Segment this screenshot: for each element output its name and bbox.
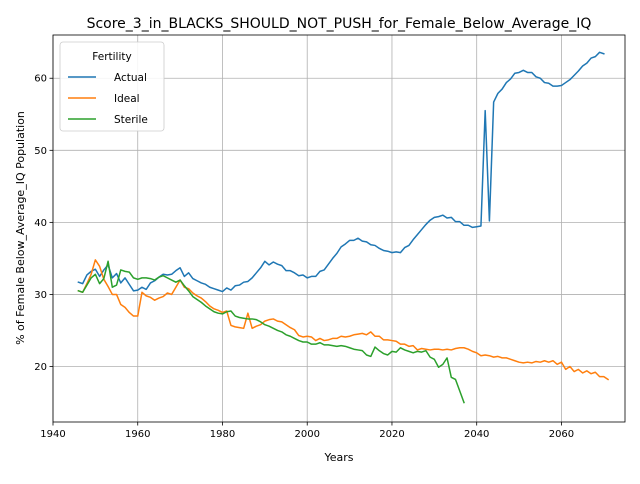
grid-lines: [52, 35, 625, 422]
series-line-sterile: [77, 260, 465, 404]
chart-title: Score_3_in_BLACKS_SHOULD_NOT_PUSH_for_Fe…: [87, 16, 592, 32]
x-tick-label: 1940: [40, 429, 65, 440]
legend-label-actual: Actual: [114, 72, 147, 84]
y-tick-label: 30: [34, 290, 47, 301]
x-axis-label: Years: [323, 451, 353, 464]
y-axis-label: % of Female Below_Average_IQ Population: [14, 111, 27, 345]
x-tick-label: 1960: [125, 429, 150, 440]
x-tick-label: 2040: [464, 429, 489, 440]
axis-ticks: 1940 1960 1980 2000 2020 2040 2060 20 30 40 50 60: [34, 74, 574, 440]
legend: Fertility Actual Ideal Sterile: [59, 41, 165, 132]
plot-area-frame: [52, 34, 626, 423]
y-tick-label: 40: [34, 218, 47, 229]
series-line-actual: [77, 51, 605, 293]
legend-label-ideal: Ideal: [114, 93, 140, 105]
x-tick-label: 2000: [294, 429, 319, 440]
x-tick-label: 2020: [379, 429, 404, 440]
series-line-ideal: [77, 259, 610, 381]
y-tick-label: 20: [34, 362, 47, 373]
legend-label-sterile: Sterile: [114, 114, 148, 126]
y-tick-label: 50: [34, 146, 47, 157]
series-lines: [77, 51, 610, 404]
legend-box: [59, 41, 165, 132]
x-tick-label: 2060: [549, 429, 574, 440]
y-tick-label: 60: [34, 74, 47, 85]
x-tick-label: 1980: [210, 429, 235, 440]
legend-title: Fertility: [92, 51, 131, 63]
